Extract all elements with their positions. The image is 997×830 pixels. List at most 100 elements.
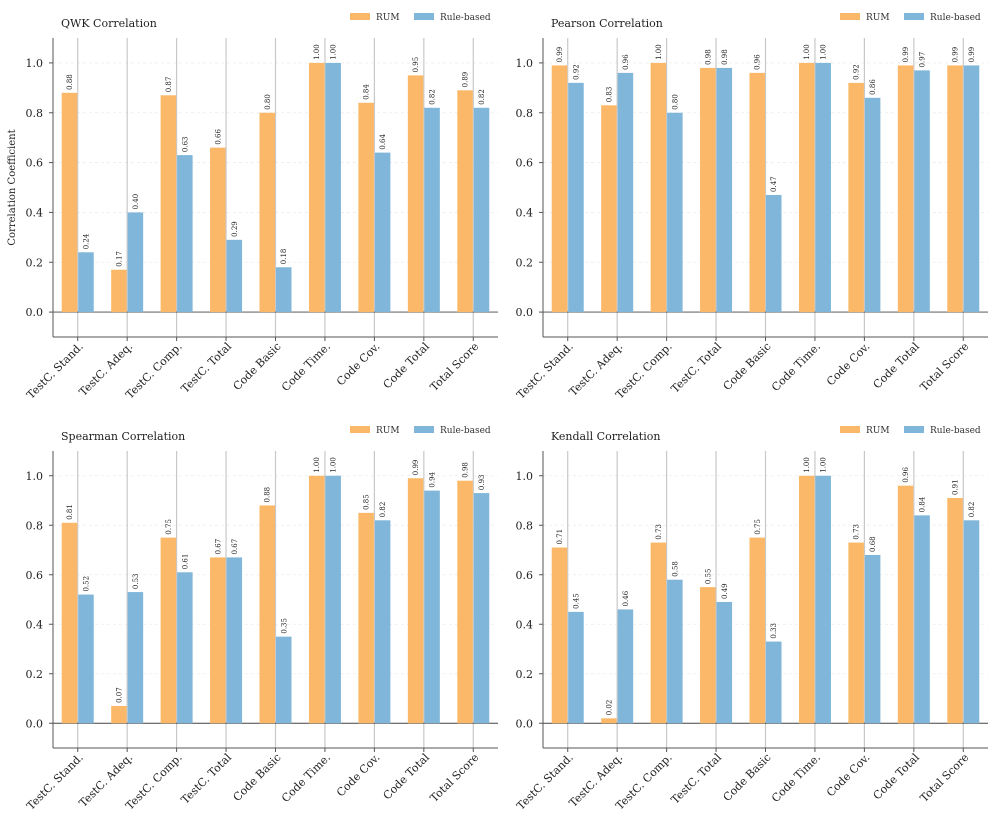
bar-rule-based [568,611,584,724]
bar-rum [848,82,864,313]
y-tick-label: 0.4 [516,618,534,631]
bar-rule-based [667,112,683,313]
bar-rule-based [864,97,881,313]
data-label: 0.40 [132,194,140,210]
data-label: 0.02 [605,700,613,716]
data-label: 1.00 [330,457,338,473]
x-tick-label: Code Cov. [334,340,382,388]
data-label: 1.00 [655,44,663,60]
data-label: 0.29 [231,221,239,237]
bar-rum [111,705,127,724]
bar-rum [947,498,963,724]
bar-rum [457,480,473,724]
data-label: 0.84 [919,496,927,512]
y-tick-label: 0.0 [516,306,534,319]
bar-rule-based [78,594,94,724]
legend-label-rule-based: Rule-based [440,426,491,436]
chart-panel-4: 0.71 0.02 0.73 0.55 0.75 1.00 0.73 0.96 0.91 0.45… [514,426,988,813]
data-label: 0.91 [952,479,960,495]
bar-rum [61,92,78,313]
x-tick-label: Code Basic [231,751,284,804]
data-label: 0.55 [704,569,712,585]
data-label: 0.98 [721,49,729,65]
legend: RUM Rule-based [350,426,491,436]
data-label: 0.82 [968,502,976,518]
data-label: 0.92 [853,64,861,80]
bar-rum [897,65,914,313]
data-label: 0.75 [165,519,173,535]
bar-rule-based [424,490,440,724]
x-tick-label: Code Time. [279,751,333,805]
x-tick-label: Code Total [871,751,923,803]
x-tick-label: Code Basic [721,751,774,804]
bar-rum [308,475,325,724]
bar-rule-based [815,475,831,724]
x-tick-label: TestC. Stand. [24,340,86,402]
bar-rule-based [127,592,144,724]
x-tick-label: TestC. Total [669,751,725,807]
chart-panel-2: 0.99 0.83 1.00 0.98 0.96 1.00 0.92 0.99 0.99 0.92… [514,13,988,402]
legend-label-rule-based: Rule-based [930,13,981,23]
y-tick-label: 0.0 [26,306,44,319]
bar-rule-based [276,636,292,724]
y-tick-label: 1.0 [26,57,44,70]
data-label: 0.47 [770,176,778,192]
data-label: 0.82 [478,89,486,105]
bar-rule-based [963,520,980,724]
bar-rule-based [914,70,930,313]
data-label: 0.64 [379,133,387,149]
data-label: 0.95 [412,57,420,73]
bar-rum [601,718,617,724]
data-label: 0.24 [82,233,90,249]
y-tick-label: 0.6 [26,569,44,582]
data-label: 0.98 [704,49,712,65]
bar-rule-based [473,107,490,313]
x-tick-label: Total Score [428,751,482,805]
bar-rum [407,478,424,724]
bar-rule-based [864,554,881,724]
bar-rum [848,542,864,724]
y-tick-label: 0.8 [516,107,534,120]
data-label: 0.67 [231,539,239,555]
bar-rule-based [177,155,193,313]
data-label: 0.82 [429,89,437,105]
bar-rule-based [568,82,584,313]
bar-rum [650,542,667,724]
data-label: 0.52 [82,576,90,592]
y-tick-label: 0.6 [26,157,44,170]
y-tick-label: 1.0 [516,470,534,483]
bar-rule-based [667,579,683,724]
bar-rule-based [127,212,144,313]
data-label: 0.80 [264,94,272,110]
data-label: 0.96 [754,54,762,70]
bar-rum [210,557,226,724]
y-tick-label: 0.0 [26,717,44,730]
y-tick-label: 0.2 [516,256,534,269]
bar-rum [407,75,424,313]
data-label: 0.88 [66,74,74,90]
bar-rule-based [325,475,341,724]
chart-title: QWK Correlation [61,17,157,30]
bar-rule-based [473,493,490,724]
legend-swatch-rule-based [414,13,434,20]
data-label: 0.58 [671,561,679,577]
bar-rum [551,65,568,313]
data-label: 0.17 [115,251,123,267]
y-tick-label: 0.6 [516,157,534,170]
bar-rule-based [325,62,341,313]
legend-swatch-rum [350,13,370,20]
x-tick-label: Code Time. [769,751,823,805]
bar-rule-based [78,252,94,313]
data-label: 0.49 [721,583,729,599]
y-tick-label: 0.8 [26,519,44,532]
bar-rum [358,512,374,724]
y-axis-label: Correlation Coefficient [7,129,18,245]
legend: RUM Rule-based [350,13,491,23]
data-label: 0.85 [363,494,371,510]
data-label: 0.68 [869,536,877,552]
legend-swatch-rule-based [904,426,924,433]
bar-rum [650,62,667,313]
bar-rule-based [374,152,391,313]
data-label: 0.99 [902,47,910,63]
data-label: 1.00 [330,44,338,60]
